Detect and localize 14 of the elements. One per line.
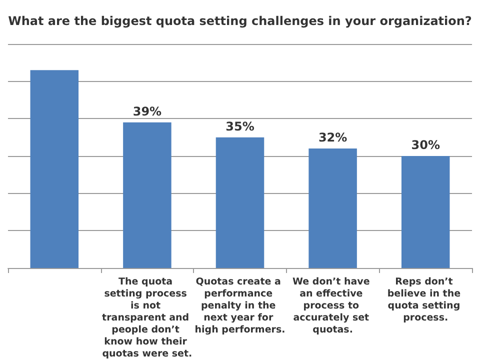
x-tick-label: Quotas create a performance penalty in the next year for high performers. bbox=[194, 276, 286, 336]
chart-title: What are the biggest quota setting challenges in your organization? bbox=[8, 14, 472, 28]
data-label: 32% bbox=[318, 130, 348, 145]
bar bbox=[401, 156, 450, 268]
x-tick-label: The quota setting process is not transparent and people don’t know how their quotas were set. bbox=[102, 276, 192, 360]
bar bbox=[308, 148, 357, 268]
x-tick-label: Reps don’t believe in the quota setting process. bbox=[387, 276, 464, 324]
bar bbox=[123, 122, 172, 268]
data-label: 35% bbox=[226, 119, 254, 134]
data-label: 39% bbox=[132, 104, 162, 118]
bar bbox=[30, 70, 79, 268]
x-tick-label: We don’t have an effective process to accurately set quotas. bbox=[292, 276, 374, 336]
bar bbox=[216, 137, 264, 268]
data-label: 30% bbox=[411, 138, 440, 152]
